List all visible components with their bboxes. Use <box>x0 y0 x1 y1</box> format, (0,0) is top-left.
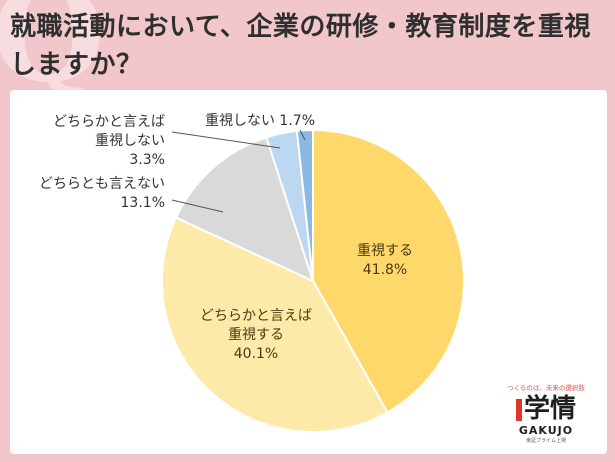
chart-panel: 重視する 41.8% どちらかと言えば 重視する 40.1% どちらとも言えない 13.1%… <box>10 90 607 454</box>
logo-bar-icon <box>515 398 522 421</box>
slice-value-0: 41.8% <box>363 262 407 278</box>
question-mark-decoration: Q <box>0 0 106 111</box>
chart-title: 就職活動において、企業の研修・教育制度を重視しますか？ <box>10 12 591 80</box>
slice-label-0: 重視する <box>357 243 413 259</box>
slice-label-1: どちらかと言えば <box>200 308 312 324</box>
slice-label-3: 重視しない <box>95 133 165 149</box>
pie-chart: 重視する41.8%どちらかと言えば重視する40.1%どちらとも言えない13.1%… <box>39 113 465 433</box>
leader-line-2 <box>171 199 224 213</box>
gakujo-logo: つくるのは、未来の選択肢 学情 GAKUJO 東証プライム上場 <box>501 382 591 444</box>
leader-line-3 <box>171 131 281 149</box>
slice-value-2: 13.1% <box>121 195 165 211</box>
pie-slice-2 <box>174 136 315 283</box>
leader-line-4 <box>299 129 306 141</box>
pie-slice-0 <box>312 128 465 414</box>
pie-slice-4 <box>295 128 314 282</box>
brand-sub: 東証プライム上場 <box>526 438 566 444</box>
brand-name-kanji: 学情 <box>523 394 576 424</box>
slice-label-2: どちらとも言えない <box>39 176 165 192</box>
brand-tagline: つくるのは、未来の選択肢 <box>507 384 585 392</box>
pie-slice-1 <box>161 216 389 433</box>
slice-label-3: どちらかと言えば <box>53 114 165 130</box>
brand-name-roman: GAKUJO <box>518 424 574 437</box>
slice-label-1: 重視する <box>228 327 284 343</box>
slice-label-4: 重視しない 1.7% <box>205 113 315 129</box>
slice-value-3: 3.3% <box>129 152 165 168</box>
slice-value-1: 40.1% <box>234 346 278 362</box>
